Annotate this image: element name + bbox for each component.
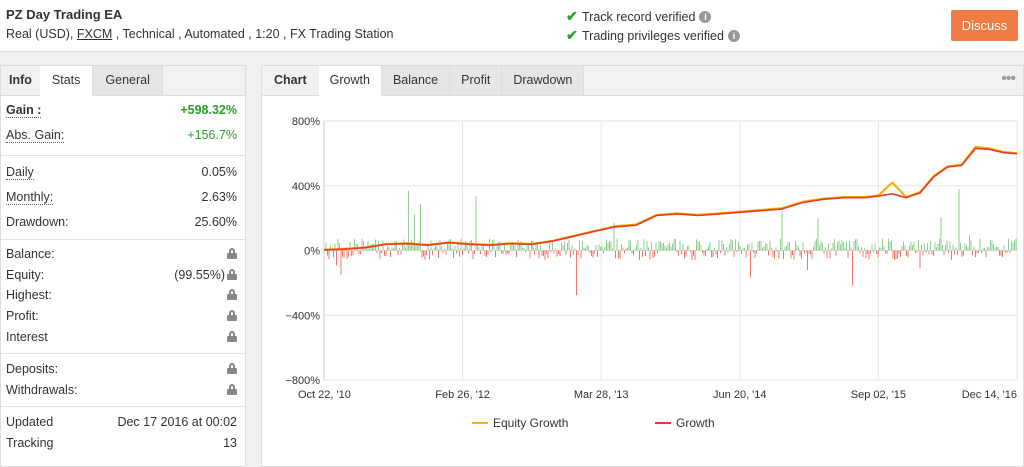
stat-label: Interest <box>6 330 48 344</box>
lock-icon <box>227 269 237 280</box>
chart-tabs: Chart Growth Balance Profit Drawdown <box>262 66 1023 96</box>
stat-interest: Interest <box>1 328 245 348</box>
x-tick-label: Jun 20, '14 <box>713 389 766 401</box>
stat-abs-gain: Abs. Gain: +156.7% <box>1 126 245 146</box>
legend-label: Equity Growth <box>493 416 568 430</box>
stat-label: Profit: <box>6 309 39 323</box>
stat-highest: Highest: <box>1 286 245 306</box>
tab-stats[interactable]: Stats <box>39 66 94 96</box>
stat-balance: Balance: <box>1 245 245 265</box>
stat-label: Updated <box>6 415 54 429</box>
lock-icon <box>227 248 237 259</box>
equity-growth-line <box>323 145 1018 251</box>
stat-value: 13 <box>223 436 237 450</box>
x-tick-label: Feb 26, '12 <box>435 389 490 401</box>
stat-updated: Updated Dec 17 2016 at 00:02 <box>1 413 245 433</box>
stat-label[interactable]: Daily <box>6 165 34 180</box>
tab-info[interactable]: Info <box>1 66 40 95</box>
stat-value: +598.32% <box>180 103 237 117</box>
x-tick-label: Dec 14, '16 <box>962 389 1017 401</box>
tab-general[interactable]: General <box>93 66 163 95</box>
lock-icon <box>227 331 237 342</box>
account-type: Real (USD), <box>6 27 74 41</box>
system-subtitle: Real (USD), FXCM , Technical , Automated… <box>6 27 393 41</box>
stat-value: 2.63% <box>201 190 237 204</box>
stat-deposits: Deposits: <box>1 360 245 380</box>
stat-daily: Daily 0.05% <box>1 163 245 183</box>
stat-label: Balance: <box>6 247 55 261</box>
stat-profit: Profit: <box>1 307 245 327</box>
stat-label: Highest: <box>6 288 52 302</box>
divider <box>1 353 245 354</box>
verification-label: Track record verified <box>582 9 696 24</box>
track-record-verified: ✔ Track record verified i <box>566 8 712 25</box>
growth-chart: 800% 400% 0% −400% −800% Oct 22, '10 Feb 26, '… <box>285 116 1018 430</box>
tab-drawdown[interactable]: Drawdown <box>502 66 585 95</box>
discuss-button[interactable]: Discuss <box>951 10 1018 41</box>
y-tick-label: 0% <box>304 246 320 258</box>
stat-monthly: Monthly: 2.63% <box>1 188 245 208</box>
lock-icon <box>227 363 237 374</box>
growth-line <box>323 147 1018 251</box>
stat-value: (99.55%) <box>174 268 225 282</box>
lock-icon <box>227 289 237 300</box>
chart-panel: Chart Growth Balance Profit Drawdown •••… <box>261 65 1024 467</box>
tab-chart[interactable]: Chart <box>262 66 319 95</box>
system-header: PZ Day Trading EA Real (USD), FXCM , Tec… <box>0 0 1024 52</box>
divider <box>1 155 245 156</box>
y-tick-label: −400% <box>285 310 320 322</box>
broker-link[interactable]: FXCM <box>76 27 113 41</box>
tab-balance[interactable]: Balance <box>381 66 451 95</box>
x-tick-label: Oct 22, '10 <box>298 389 351 401</box>
y-tick-label: 400% <box>292 181 320 193</box>
stat-label: Tracking <box>6 436 54 450</box>
stats-panel: Info Stats General Gain : +598.32% Abs. … <box>0 65 246 467</box>
stat-drawdown: Drawdown: 25.60% <box>1 213 245 233</box>
stat-label: Drawdown: <box>6 215 69 229</box>
stat-equity: Equity: (99.55%) <box>1 266 245 286</box>
check-icon: ✔ <box>566 8 578 24</box>
stat-value: +156.7% <box>187 128 237 142</box>
y-tick-label: 800% <box>292 116 320 128</box>
stat-value: 25.60% <box>194 215 237 229</box>
more-options-icon[interactable]: ••• <box>1001 70 1016 87</box>
lock-icon <box>227 310 237 321</box>
system-details: , Technical , Automated , 1:20 , FX Trad… <box>115 27 394 41</box>
stat-tracking: Tracking 13 <box>1 434 245 454</box>
stat-value: 0.05% <box>201 165 237 179</box>
divider <box>1 406 245 407</box>
system-title: PZ Day Trading EA <box>6 7 123 22</box>
x-tick-label: Mar 28, '13 <box>574 389 629 401</box>
stat-label[interactable]: Monthly: <box>6 190 54 205</box>
tab-growth[interactable]: Growth <box>318 66 382 96</box>
stat-label[interactable]: Gain : <box>6 103 42 118</box>
check-icon: ✔ <box>566 27 578 43</box>
stat-value: Dec 17 2016 at 00:02 <box>117 415 237 429</box>
stat-withdrawals: Withdrawals: <box>1 381 245 401</box>
stat-label: Deposits: <box>6 362 59 376</box>
stat-label: Equity: <box>6 268 45 282</box>
divider <box>1 239 245 240</box>
stat-label: Withdrawals: <box>6 383 78 397</box>
stat-gain: Gain : +598.32% <box>1 101 245 121</box>
info-icon[interactable]: i <box>727 29 740 42</box>
trading-privileges-verified: ✔ Trading privileges verified i <box>566 27 740 44</box>
stat-label[interactable]: Abs. Gain: <box>6 128 65 143</box>
verification-label: Trading privileges verified <box>582 28 724 43</box>
y-tick-label: −800% <box>285 375 320 387</box>
stats-tabs: Info Stats General <box>1 66 245 96</box>
x-tick-label: Sep 02, '15 <box>851 389 906 401</box>
legend-label: Growth <box>676 416 715 430</box>
lock-icon <box>227 384 237 395</box>
info-icon[interactable]: i <box>699 10 712 23</box>
tab-profit[interactable]: Profit <box>450 66 503 95</box>
